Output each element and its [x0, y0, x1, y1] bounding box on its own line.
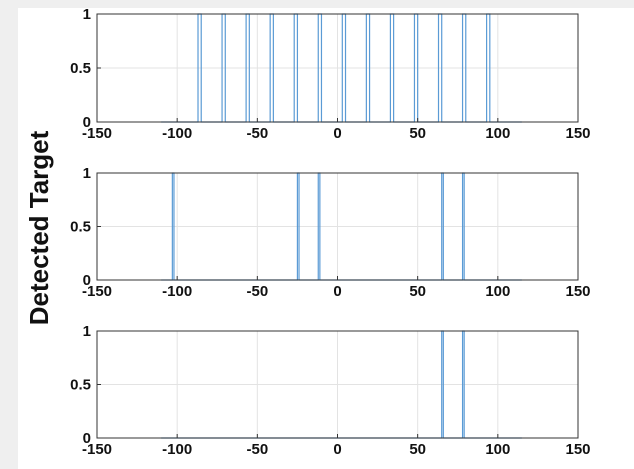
x-tick-label: 0	[333, 441, 341, 458]
x-tick-label: 100	[485, 125, 510, 142]
subplot-3: -150 -100 -50 0 50 100 150 0 0.5 1	[70, 323, 590, 458]
x-tick-label: 0	[333, 283, 341, 300]
y-axis-label: Detected Target	[24, 130, 54, 325]
x-tick-label: 150	[565, 283, 590, 300]
y-tick-label: 0	[83, 272, 91, 289]
y-tick-label: 0	[83, 430, 91, 447]
x-tick-label: 50	[409, 125, 426, 142]
y-tick-label: 0.5	[70, 377, 91, 394]
x-tick-label: -150	[82, 125, 112, 142]
x-tick-label: -100	[162, 441, 192, 458]
y-tick-label: 1	[83, 165, 91, 182]
y-tick-label: 0.5	[70, 60, 91, 77]
figure-background	[18, 8, 634, 469]
x-tick-label: -150	[82, 283, 112, 300]
subplot-2: -150 -100 -50 0 50 100 150 0 0.5 1	[70, 165, 590, 300]
subplot-1: -150 -100 -50 0 50 100 150 0 0.5 1	[70, 6, 590, 142]
y-tick-label: 0	[83, 114, 91, 131]
x-tick-label: 150	[565, 441, 590, 458]
x-tick-label: 150	[565, 125, 590, 142]
x-tick-label: -50	[246, 125, 268, 142]
x-tick-label: 0	[333, 125, 341, 142]
x-tick-label: -50	[246, 441, 268, 458]
x-tick-label: -100	[162, 283, 192, 300]
x-tick-label: 100	[485, 441, 510, 458]
x-tick-label: 100	[485, 283, 510, 300]
x-tick-label: 50	[409, 283, 426, 300]
y-tick-label: 1	[83, 6, 91, 23]
x-tick-label: 50	[409, 441, 426, 458]
x-tick-label: -50	[246, 283, 268, 300]
y-tick-label: 1	[83, 323, 91, 340]
x-tick-label: -150	[82, 441, 112, 458]
y-tick-label: 0.5	[70, 219, 91, 236]
x-tick-label: -100	[162, 125, 192, 142]
